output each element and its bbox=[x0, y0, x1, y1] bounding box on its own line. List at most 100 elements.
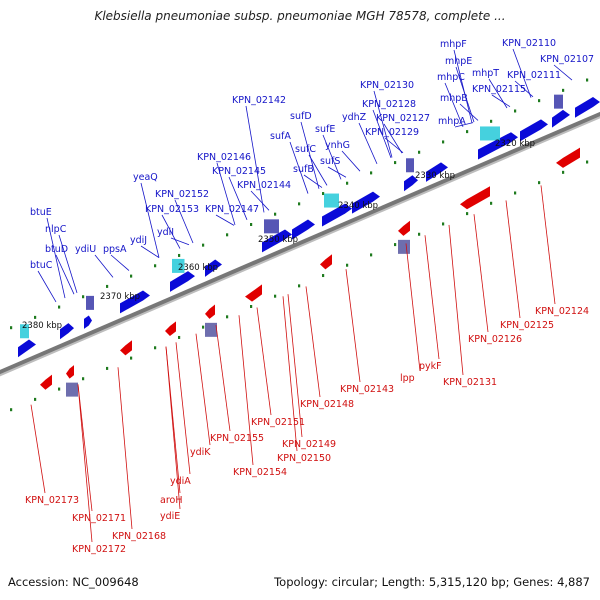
reverse-gene-arrow bbox=[320, 254, 332, 270]
reverse-tick-row bbox=[298, 284, 301, 288]
reverse-tick-row bbox=[130, 356, 133, 360]
forward-gene-label: ydiJ bbox=[130, 235, 147, 246]
forward-gene-label: btuC bbox=[30, 260, 53, 271]
forward-tick-row bbox=[82, 295, 85, 299]
forward-tick-row bbox=[442, 140, 445, 144]
forward-leader-line bbox=[55, 254, 75, 295]
forward-gene-label: ydhZ bbox=[342, 112, 367, 123]
scale-tick-label: 2330 kbp bbox=[415, 171, 455, 181]
reverse-gene-label: KPN_02125 bbox=[500, 320, 554, 331]
forward-tick-row bbox=[298, 202, 301, 206]
reverse-tick-row bbox=[514, 191, 517, 195]
forward-gene-arrow bbox=[426, 162, 448, 182]
forward-leader-line bbox=[341, 150, 361, 172]
reverse-gene-label: KPN_02154 bbox=[233, 467, 287, 478]
forward-tick-row bbox=[346, 181, 349, 185]
forward-tick-row bbox=[130, 274, 133, 278]
forward-gene-label: sufD bbox=[290, 111, 312, 122]
reverse-leader-line bbox=[215, 325, 231, 432]
forward-gene-label: KPN_02129 bbox=[365, 127, 419, 138]
reverse-tick-row bbox=[178, 335, 181, 339]
forward-gene-label: KPN_02111 bbox=[507, 70, 561, 81]
reverse-feature-block bbox=[398, 239, 410, 254]
forward-leader-line bbox=[383, 123, 403, 154]
reverse-leader-line bbox=[305, 286, 321, 398]
forward-gene-label: mhpB bbox=[440, 93, 468, 104]
forward-gene-arrow bbox=[205, 259, 222, 277]
reverse-leader-line bbox=[195, 333, 211, 446]
forward-leader-line bbox=[245, 105, 265, 213]
forward-tick-row bbox=[538, 99, 541, 103]
forward-leader-line bbox=[110, 254, 130, 271]
reverse-leader-line bbox=[448, 224, 464, 376]
reverse-leader-line bbox=[256, 307, 272, 416]
reverse-tick-row bbox=[274, 294, 277, 298]
forward-feature-block bbox=[406, 158, 414, 173]
forward-gene-label: ppsA bbox=[103, 244, 127, 255]
reverse-gene-label: KPN_02172 bbox=[72, 544, 126, 555]
reverse-tick-row bbox=[106, 366, 109, 370]
genome-backbone bbox=[0, 111, 600, 375]
reverse-tick-row bbox=[250, 305, 253, 308]
reverse-tick-row bbox=[538, 181, 541, 185]
forward-tick-row bbox=[490, 119, 493, 123]
reverse-gene-label: ydiE bbox=[160, 511, 180, 522]
reverse-leader-line bbox=[345, 269, 361, 383]
reverse-tick-row bbox=[562, 170, 565, 174]
reverse-tick-row bbox=[346, 263, 349, 267]
reverse-feature-block bbox=[205, 322, 217, 337]
reverse-feature-block bbox=[66, 382, 78, 397]
forward-gene-label: sufE bbox=[315, 124, 335, 135]
forward-gene-label: yeaQ bbox=[133, 172, 158, 183]
scale-tick-label: 2370 kbp bbox=[100, 292, 140, 302]
reverse-leader-line bbox=[117, 367, 133, 530]
accession-label: Accession: NC_009648 bbox=[8, 575, 139, 589]
forward-gene-arrow bbox=[478, 132, 518, 160]
reverse-tick-row bbox=[442, 222, 445, 226]
forward-tick-row bbox=[514, 109, 517, 113]
forward-tick-row bbox=[58, 305, 61, 309]
forward-gene-arrow bbox=[120, 290, 150, 314]
scale-tick-label: 2360 kbp bbox=[178, 263, 218, 273]
forward-gene-arrow bbox=[404, 175, 418, 192]
forward-tick-row bbox=[562, 88, 565, 92]
forward-gene-arrow bbox=[322, 203, 352, 227]
forward-leader-line bbox=[358, 122, 378, 165]
forward-leader-line bbox=[174, 199, 194, 244]
reverse-tick-row bbox=[394, 243, 397, 247]
forward-leader-line bbox=[372, 109, 392, 159]
forward-gene-label: ydiU bbox=[75, 244, 96, 255]
reverse-tick-row bbox=[322, 274, 325, 278]
reverse-gene-arrow bbox=[40, 374, 52, 390]
forward-gene-arrow bbox=[352, 191, 380, 214]
reverse-gene-label: KPN_02143 bbox=[340, 384, 394, 395]
forward-gene-label: KPN_02146 bbox=[197, 152, 251, 163]
scale-tick-label: 2320 kbp bbox=[495, 139, 535, 149]
forward-tick-row bbox=[466, 130, 469, 134]
forward-gene-label: sufS bbox=[320, 156, 340, 167]
forward-gene-arrow bbox=[18, 339, 36, 358]
reverse-tick-row bbox=[58, 387, 61, 391]
forward-leader-line bbox=[37, 270, 57, 303]
forward-leader-line bbox=[300, 121, 320, 189]
forward-gene-label: KPN_02130 bbox=[360, 80, 414, 91]
forward-gene-arrow bbox=[552, 109, 570, 128]
forward-leader-line bbox=[161, 214, 181, 249]
forward-gene-label: mhpE bbox=[445, 56, 472, 67]
reverse-leader-line bbox=[505, 200, 521, 319]
reverse-gene-label: KPN_02150 bbox=[277, 453, 331, 464]
forward-gene-label: sufA bbox=[270, 131, 291, 142]
forward-feature-block bbox=[480, 126, 500, 141]
reverse-gene-arrow bbox=[460, 186, 490, 210]
forward-tick-row bbox=[418, 150, 421, 154]
forward-gene-arrow bbox=[262, 229, 292, 253]
forward-gene-label: KPN_02142 bbox=[232, 95, 286, 106]
forward-gene-label: btuD bbox=[45, 244, 68, 255]
forward-feature-block bbox=[172, 258, 185, 273]
forward-tick-row bbox=[274, 212, 277, 216]
reverse-gene-arrow bbox=[66, 365, 74, 379]
forward-gene-label: sufB bbox=[293, 164, 314, 175]
forward-gene-arrow bbox=[520, 119, 548, 142]
page-title: Klebsiella pneumoniae subsp. pneumoniae … bbox=[94, 9, 506, 23]
